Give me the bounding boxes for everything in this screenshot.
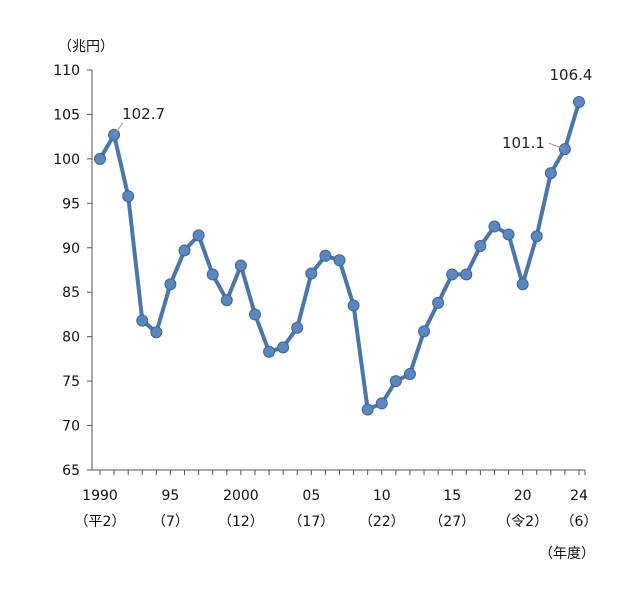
data-point: [248, 308, 261, 321]
data-point: [234, 259, 247, 272]
data-point: [389, 375, 402, 388]
data-point: [277, 341, 290, 354]
annotation-leader: [548, 142, 566, 150]
x-tick-label: 24: [570, 488, 588, 504]
y-tick-label: 70: [62, 419, 80, 435]
data-point: [488, 220, 501, 233]
data-point: [164, 278, 177, 291]
y-tick-label: 75: [62, 374, 80, 390]
x-tick-label: 05: [302, 488, 320, 504]
data-point: [136, 314, 149, 327]
data-point: [150, 326, 163, 339]
data-point: [347, 299, 360, 312]
y-tick-label: 95: [62, 196, 80, 212]
y-tick-label: 90: [62, 241, 80, 257]
x-era-label: （17）: [288, 514, 334, 530]
data-point: [516, 278, 529, 291]
x-tick-label: 10: [373, 488, 391, 504]
data-point: [263, 345, 276, 358]
annotation-leader: [113, 122, 124, 136]
x-era-label: （22）: [359, 514, 405, 530]
data-point: [178, 244, 191, 257]
data-point: [122, 190, 135, 203]
data-point: [446, 268, 459, 281]
data-point: [305, 267, 318, 280]
x-era-label: （令2）: [497, 514, 548, 530]
data-point: [206, 268, 219, 281]
x-era-label: （平2）: [75, 514, 126, 530]
y-tick-label: 80: [62, 330, 80, 346]
series-layer: [94, 96, 585, 416]
y-tick-label: 110: [53, 63, 80, 79]
annotation-layer: 102.7 101.1 106.4: [113, 66, 593, 152]
y-tick-label: 100: [53, 152, 80, 168]
x-era-label: （7）: [152, 514, 189, 530]
x-era-label: （27）: [429, 514, 475, 530]
x-tick-label: 20: [514, 488, 532, 504]
data-label: 102.7: [122, 105, 165, 123]
data-label: 101.1: [502, 134, 545, 152]
data-point: [291, 321, 304, 334]
x-era-label: （6）: [561, 514, 598, 530]
x-unit-label: （年度）: [539, 546, 595, 562]
data-label: 106.4: [550, 66, 593, 84]
x-tick-label: 2000: [223, 488, 259, 504]
x-era-label: （12）: [218, 514, 264, 530]
axes: [91, 70, 585, 471]
x-tick-label: 15: [443, 488, 461, 504]
x-ticks: 1990 （平2） 95 （7） 2000 （12） 05 （17） 10 （22） 15 （27） 2…: [75, 470, 598, 530]
data-point: [418, 325, 431, 338]
data-point: [192, 229, 205, 242]
data-point: [544, 167, 557, 180]
y-tick-label: 65: [62, 463, 80, 479]
data-point: [220, 294, 233, 307]
data-point: [361, 403, 374, 416]
data-point: [474, 240, 487, 252]
data-point: [403, 368, 416, 380]
data-point: [573, 96, 585, 108]
data-point: [502, 228, 515, 241]
data-point: [94, 152, 106, 165]
y-tick-label: 85: [62, 285, 80, 301]
data-point: [319, 249, 332, 262]
x-tick-label: 1990: [82, 488, 118, 504]
y-ticks: 65 70 75 80 85 90 95 100 105 110: [53, 63, 92, 479]
data-point: [530, 230, 543, 243]
y-tick-label: 105: [53, 107, 80, 123]
data-point: [375, 397, 388, 410]
data-point: [432, 296, 445, 309]
data-point: [460, 268, 473, 281]
x-tick-label: 95: [162, 488, 180, 504]
data-point: [333, 254, 346, 267]
y-unit-label: （兆円）: [58, 39, 114, 55]
